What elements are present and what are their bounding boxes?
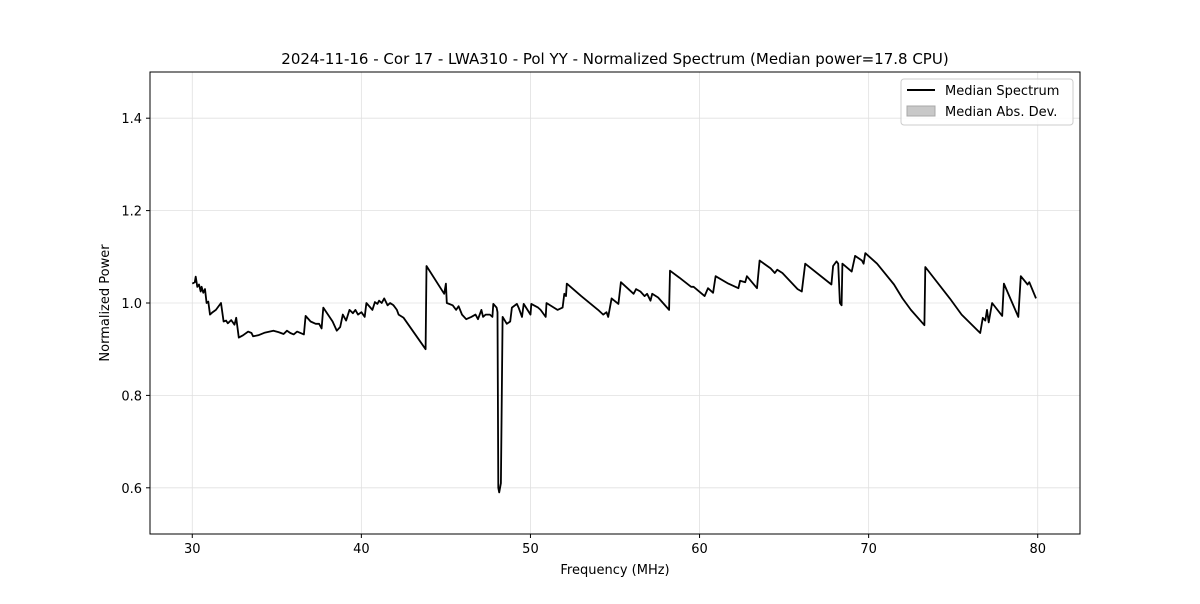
chart-title: 2024-11-16 - Cor 17 - LWA310 - Pol YY - … <box>281 50 948 68</box>
legend-patch-swatch <box>906 105 936 117</box>
series-layer <box>191 252 1037 494</box>
x-tick-label: 50 <box>522 542 539 557</box>
legend-label-median-abs-dev: Median Abs. Dev. <box>945 105 1057 120</box>
y-tick-label: 0.6 <box>121 482 142 497</box>
y-axis-label: Normalized Power <box>98 244 113 362</box>
y-tick-label: 1.0 <box>121 297 142 312</box>
legend-label-median-spectrum: Median Spectrum <box>945 84 1059 99</box>
x-axis-label: Frequency (MHz) <box>560 563 669 578</box>
x-tick-label: 80 <box>1029 542 1046 557</box>
x-axis-ticks: 30 40 50 60 70 80 <box>184 534 1046 557</box>
x-tick-label: 70 <box>860 542 877 557</box>
legend: Median Spectrum Median Abs. Dev. <box>900 78 1074 126</box>
x-tick-label: 40 <box>353 542 370 557</box>
x-tick-label: 30 <box>184 542 201 557</box>
series-line-median-spectrum <box>191 252 1037 494</box>
y-tick-label: 1.4 <box>121 112 142 127</box>
y-axis-ticks: 0.6 0.8 1.0 1.2 1.4 <box>121 112 150 497</box>
x-tick-label: 60 <box>691 542 708 557</box>
y-tick-label: 1.2 <box>121 205 142 220</box>
legend-box <box>900 78 1074 126</box>
y-tick-label: 0.8 <box>121 389 142 404</box>
